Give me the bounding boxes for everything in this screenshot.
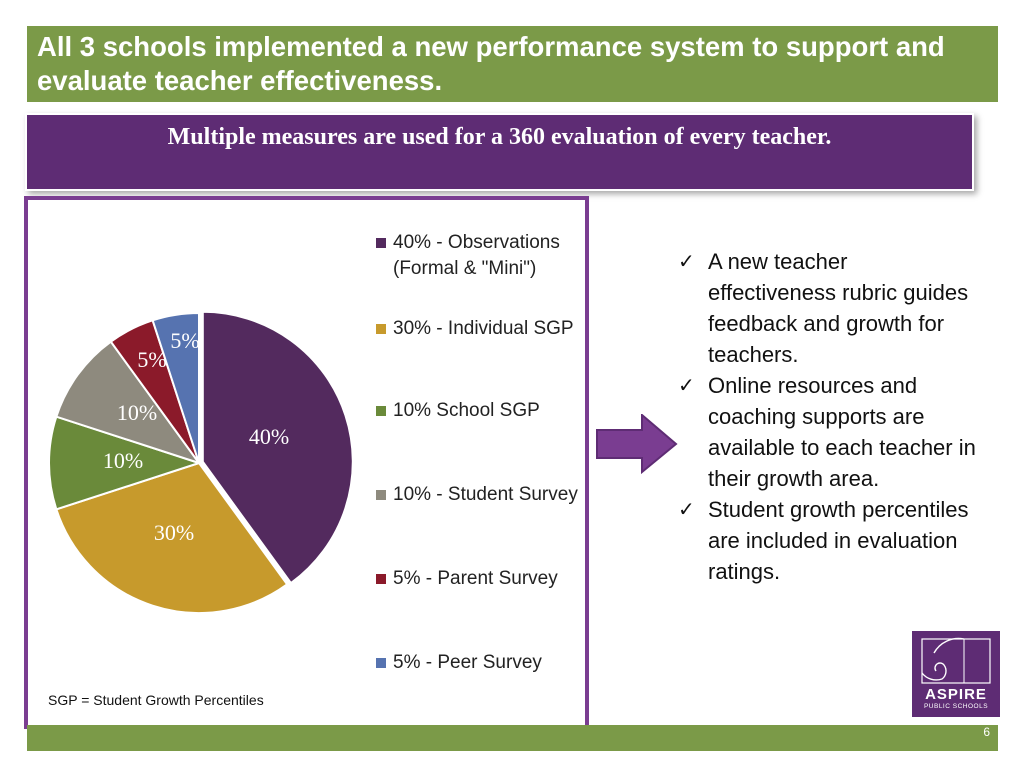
slice-label: 5% — [137, 347, 166, 372]
pie-slice — [55, 461, 289, 614]
spiral-icon — [921, 637, 991, 684]
legend-item: 5% - Parent Survey — [376, 566, 558, 592]
legend-swatch — [376, 324, 386, 334]
bullet-item: ✓ Online resources and coaching supports … — [676, 370, 976, 494]
legend-label: 5% - Parent Survey — [393, 568, 558, 589]
legend-swatch — [376, 658, 386, 668]
legend-label: 5% - Peer Survey — [393, 652, 542, 673]
logo-name: ASPIRE — [925, 686, 987, 703]
chart-panel: 40% 30% 10% 10% 5% 5% 40% - Observations (For… — [24, 196, 589, 729]
legend-swatch — [376, 490, 386, 500]
legend-item: 5% - Peer Survey — [376, 650, 542, 676]
slice-label: 10% — [117, 400, 157, 425]
legend-label: 10% School SGP — [393, 400, 540, 421]
checkmark-icon: ✓ — [678, 497, 695, 521]
legend-swatch — [376, 406, 386, 416]
legend-item: 40% - Observations (Formal & "Mini") — [376, 230, 581, 282]
bullet-list: ✓ A new teacher effectiveness rubric guid… — [676, 246, 976, 587]
page-number: 6 — [983, 725, 990, 739]
slice-label: 10% — [103, 448, 143, 473]
subtitle-box: Multiple measures are used for a 360 eva… — [25, 113, 974, 191]
slide-subtitle: Multiple measures are used for a 360 eva… — [167, 124, 832, 150]
legend-item: 10% - Student Survey — [376, 482, 578, 508]
slice-label: 30% — [154, 520, 194, 545]
bullet-text: A new teacher effectiveness rubric guide… — [708, 249, 969, 367]
checkmark-icon: ✓ — [678, 249, 695, 273]
legend-swatch — [376, 574, 386, 584]
legend-label: 40% - Observations (Formal & "Mini") — [393, 232, 560, 279]
legend-item: 30% - Individual SGP — [376, 316, 574, 342]
legend-label: 30% - Individual SGP — [393, 318, 574, 339]
checkmark-icon: ✓ — [678, 373, 695, 397]
pie-slice — [151, 311, 200, 464]
bullet-text: Student growth percentiles are included … — [708, 497, 969, 584]
right-arrow-icon — [596, 414, 678, 474]
chart-footnote: SGP = Student Growth Percentiles — [48, 692, 264, 708]
legend-label: 10% - Student Survey — [393, 484, 578, 505]
bullet-text: Online resources and coaching supports a… — [708, 373, 976, 491]
aspire-logo: ASPIRE PUBLIC SCHOOLS — [912, 631, 1000, 717]
pie-chart: 40% 30% 10% 10% 5%5% — [48, 310, 354, 614]
legend-swatch — [376, 238, 386, 248]
pie-slice — [48, 415, 203, 511]
slice-label: 5% — [170, 328, 199, 353]
pie-slice — [55, 340, 202, 465]
bullet-item: ✓ A new teacher effectiveness rubric guid… — [676, 246, 976, 370]
title-bar: All 3 schools implemented a new performa… — [27, 26, 998, 102]
bottom-bar: 6 — [27, 725, 998, 751]
logo-subtitle: PUBLIC SCHOOLS — [923, 703, 989, 710]
legend-item: 10% School SGP — [376, 398, 540, 424]
slice-label: 40% — [249, 424, 289, 449]
bullet-item: ✓ Student growth percentiles are included… — [676, 494, 976, 587]
slide-title: All 3 schools implemented a new performa… — [37, 31, 945, 96]
pie-slice — [201, 310, 354, 585]
